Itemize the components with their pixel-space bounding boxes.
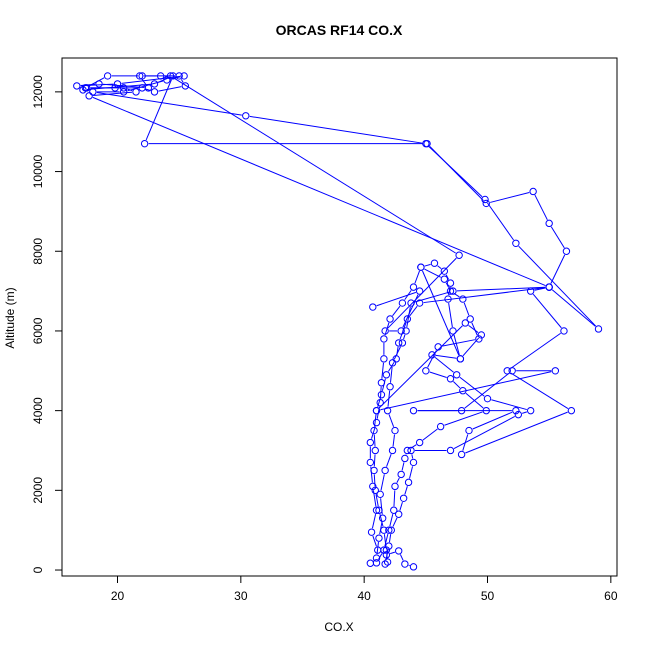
x-tick-label: 20 — [111, 589, 125, 603]
x-tick-label: 60 — [604, 589, 618, 603]
y-tick-label: 2000 — [31, 477, 45, 504]
y-tick-label: 4000 — [31, 397, 45, 424]
x-tick-label: 40 — [357, 589, 371, 603]
x-axis-label: CO.X — [324, 620, 353, 634]
y-tick-label: 8000 — [31, 238, 45, 265]
y-axis-label: Altitude (m) — [3, 287, 17, 348]
y-tick-label: 10000 — [31, 155, 45, 189]
y-tick-label: 0 — [31, 566, 45, 573]
y-tick-label: 6000 — [31, 317, 45, 344]
chart-title: ORCAS RF14 CO.X — [276, 22, 403, 38]
x-tick-label: 50 — [481, 589, 495, 603]
y-tick-label: 12000 — [31, 75, 45, 109]
x-tick-label: 30 — [234, 589, 248, 603]
